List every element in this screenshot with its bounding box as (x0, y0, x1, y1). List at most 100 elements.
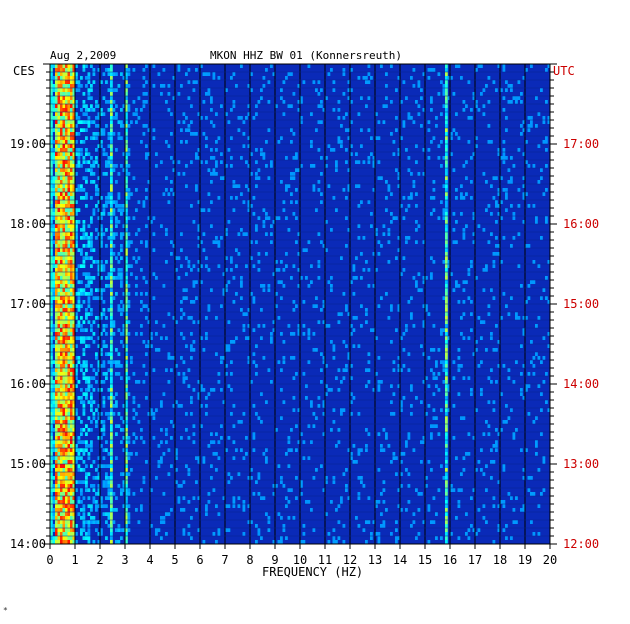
spectrum-cell (130, 240, 133, 244)
spectrum-cell (220, 424, 223, 428)
spectrum-cell (120, 332, 123, 336)
spectrum-cell (497, 504, 501, 508)
spectrum-cell (70, 448, 73, 452)
spectrum-cell (102, 372, 106, 376)
spectrum-cell (310, 144, 313, 148)
spectrum-cell (432, 408, 436, 412)
spectrum-cell (295, 152, 298, 156)
spectrum-cell (327, 184, 331, 188)
spectrum-cell (170, 436, 173, 440)
spectrum-cell (282, 528, 286, 532)
spectrum-cell (67, 212, 71, 216)
spectrum-cell (395, 536, 398, 540)
spectrum-cell (165, 100, 168, 104)
spectrum-cell (455, 516, 458, 520)
spectrum-cell (57, 372, 61, 376)
spectrum-cell (55, 228, 58, 232)
spectrum-cell (525, 140, 528, 144)
spectrum-cell (85, 476, 88, 480)
spectrum-cell (90, 232, 93, 236)
spectrum-cell (55, 104, 58, 108)
spectrum-cell (67, 424, 71, 428)
spectrum-cell (462, 196, 466, 200)
spectrum-cell (117, 372, 121, 376)
spectrum-cell (57, 540, 61, 544)
spectrum-cell (62, 264, 66, 268)
spectrum-cell (290, 128, 293, 132)
spectrum-cell (390, 212, 393, 216)
spectrum-cell (300, 276, 303, 280)
spectrum-cell (50, 524, 53, 528)
spectrum-cell (100, 316, 103, 320)
spectrum-cell (57, 72, 61, 76)
spectrum-cell (82, 320, 86, 324)
spectrum-cell (57, 388, 61, 392)
spectrum-cell (87, 528, 91, 532)
spectrum-cell (67, 340, 71, 344)
spectrum-cell (75, 76, 78, 80)
spectrum-cell (517, 264, 521, 268)
spectrum-cell (440, 332, 443, 336)
spectrum-cell (197, 396, 201, 400)
spectrum-cell (140, 332, 143, 336)
spectrum-cell (110, 396, 113, 400)
spectrum-cell (137, 96, 141, 100)
spectrum-cell (107, 496, 111, 500)
spectrum-cell (142, 476, 146, 480)
spectrum-cell (295, 156, 298, 160)
spectrum-cell (100, 276, 103, 280)
spectrum-cell (72, 500, 76, 504)
spectrum-cell (70, 160, 73, 164)
spectrum-cell (292, 396, 296, 400)
spectrum-cell (60, 176, 63, 180)
spectrum-cell (360, 304, 363, 308)
spectrum-cell (130, 360, 133, 364)
spectrum-cell (470, 108, 473, 112)
spectrum-cell (87, 376, 91, 380)
spectrum-cell (512, 520, 516, 524)
spectrum-cell (70, 80, 73, 84)
spectrum-cell (65, 256, 68, 260)
spectrum-cell (172, 404, 176, 408)
spectrum-cell (177, 484, 181, 488)
spectrum-cell (82, 524, 86, 528)
spectrum-cell (507, 100, 511, 104)
spectrum-cell (292, 156, 296, 160)
spectrum-cell (60, 400, 63, 404)
spectrum-cell (432, 372, 436, 376)
spectrum-cell (50, 292, 53, 296)
spectrum-cell (57, 260, 61, 264)
spectrum-cell (57, 512, 61, 516)
spectrum-cell (532, 356, 536, 360)
spectrum-cell (310, 140, 313, 144)
spectrum-cell (50, 228, 53, 232)
spectrum-cell (197, 148, 201, 152)
spectrum-cell (267, 284, 271, 288)
spectrum-cell (67, 372, 71, 376)
spectrum-cell (125, 440, 128, 444)
spectrum-cell (85, 424, 88, 428)
spectrum-cell (62, 240, 66, 244)
spectrum-cell (110, 464, 113, 468)
spectrum-cell (95, 372, 98, 376)
spectrum-cell (195, 188, 198, 192)
spectrum-cell (80, 236, 83, 240)
spectrum-cell (67, 244, 71, 248)
spectrum-cell (110, 460, 113, 464)
spectrum-cell (412, 276, 416, 280)
spectrum-cell (470, 264, 473, 268)
spectrum-cell (427, 76, 431, 80)
spectrum-cell (125, 276, 128, 280)
spectrum-cell (70, 296, 73, 300)
spectrum-cell (57, 268, 61, 272)
spectrum-cell (130, 452, 133, 456)
spectrum-cell (230, 388, 233, 392)
spectrum-cell (110, 408, 113, 412)
spectrum-cell (112, 108, 116, 112)
spectrum-cell (85, 180, 88, 184)
spectrum-cell (255, 148, 258, 152)
spectrum-cell (445, 424, 448, 428)
spectrum-cell (80, 400, 83, 404)
spectrum-cell (450, 152, 453, 156)
spectrum-cell (252, 448, 256, 452)
